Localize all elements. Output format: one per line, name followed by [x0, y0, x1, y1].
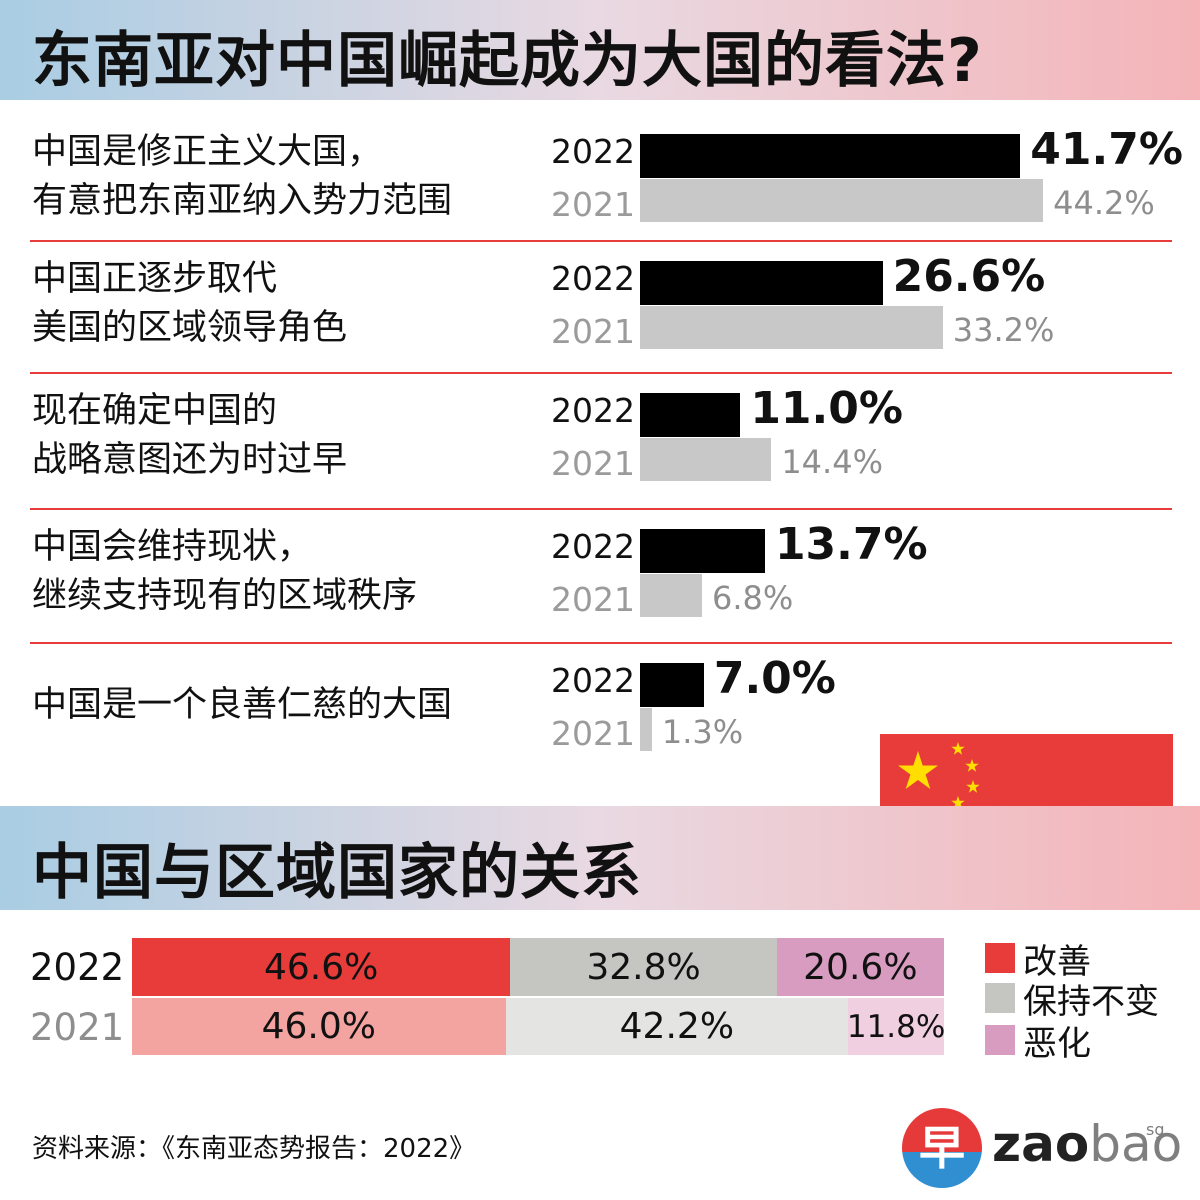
title-banner: 东南亚对中国崛起成为大国的看法?	[0, 0, 1200, 100]
value-label-2022: 41.7%	[1030, 124, 1183, 175]
legend-swatch	[985, 983, 1015, 1013]
value-label-2022: 11.0%	[750, 383, 903, 434]
value-label-2021: 14.4%	[781, 443, 883, 481]
question-line: 继续支持现有的区域秩序	[32, 576, 418, 616]
question-line: 美国的区域领导角色	[32, 308, 348, 348]
bar-2022	[640, 261, 883, 305]
zaobao-logo-icon: 早	[902, 1108, 982, 1188]
logo-sg: sg	[1146, 1120, 1165, 1139]
chart-title: 东南亚对中国崛起成为大国的看法?	[32, 26, 983, 96]
logo-zao: zao	[992, 1115, 1090, 1173]
source-note: 资料来源：《东南亚态势报告：2022》	[32, 1134, 476, 1164]
question-line: 中国会维持现状，	[32, 527, 313, 567]
row-separator	[30, 642, 1172, 644]
stack-segment-unchanged: 32.8%	[510, 938, 777, 996]
bar-2021	[640, 179, 1044, 222]
question-line: 现在确定中国的	[32, 391, 278, 431]
bar-2021	[640, 708, 652, 751]
bar-2022	[640, 663, 704, 707]
year-label-2022: 2022	[551, 132, 635, 171]
question-line: 中国正逐步取代	[32, 259, 278, 299]
row-separator	[30, 240, 1172, 242]
value-label-2022: 13.7%	[774, 519, 928, 570]
stack-segment-improve: 46.0%	[132, 998, 506, 1055]
stack-segment-unchanged: 42.2%	[505, 998, 849, 1055]
question-line: 中国是一个良善仁慈的大国	[32, 685, 453, 725]
stack-segment-worsen: 20.6%	[776, 938, 944, 996]
value-label-2022: 7.0%	[713, 653, 836, 704]
legend-label: 改善	[1023, 941, 1091, 982]
question-label: 中国是修正主义大国， 有意把东南亚纳入势力范围	[32, 128, 532, 226]
bar-2021	[640, 306, 943, 349]
value-label-2022: 26.6%	[892, 251, 1046, 302]
value-label-2021: 44.2%	[1053, 184, 1155, 222]
bar-2022	[640, 529, 765, 573]
legend-item: 恶化	[985, 1020, 1091, 1064]
value-label-2021: 6.8%	[712, 579, 794, 617]
value-label-2021: 33.2%	[952, 311, 1055, 349]
year-label-2022: 2022	[551, 661, 635, 700]
zaobao-wordmark: zaobao	[992, 1116, 1182, 1172]
bar-2022	[640, 134, 1021, 178]
year-label-2021: 2021	[551, 580, 635, 619]
relation-year-label: 2021	[30, 1006, 125, 1049]
year-label-2021: 2021	[551, 714, 635, 753]
year-label-2021: 2021	[551, 444, 635, 483]
stack-segment-improve: 46.6%	[132, 938, 511, 996]
legend-swatch	[985, 1025, 1015, 1055]
year-label-2021: 2021	[551, 185, 635, 224]
bar-2021	[640, 438, 772, 481]
legend-item: 改善	[985, 938, 1091, 982]
year-label-2021: 2021	[551, 312, 635, 351]
china-flag-stars-icon	[898, 742, 980, 809]
question-label: 中国会维持现状， 继续支持现有的区域秩序	[32, 523, 532, 621]
year-label-2022: 2022	[551, 391, 635, 430]
bar-2021	[640, 574, 703, 617]
question-label: 中国是一个良善仁慈的大国	[32, 681, 532, 730]
legend-label: 恶化	[1023, 1023, 1091, 1064]
logo-bao: bao	[1089, 1115, 1183, 1173]
value-label-2021: 1.3%	[661, 713, 744, 751]
subtitle-banner: 中国与区域国家的关系	[0, 806, 1200, 910]
row-separator	[30, 508, 1172, 510]
relation-year-label: 2022	[30, 946, 125, 989]
bar-2022	[640, 393, 741, 437]
legend-swatch	[985, 943, 1015, 973]
question-line: 中国是修正主义大国，	[32, 132, 383, 172]
legend-label: 保持不变	[1023, 981, 1159, 1022]
chart-subtitle: 中国与区域国家的关系	[32, 838, 642, 908]
question-line: 战略意图还为时过早	[32, 440, 348, 480]
year-label-2022: 2022	[551, 527, 635, 566]
question-line: 有意把东南亚纳入势力范围	[32, 181, 453, 221]
logo-glyph: 早	[919, 1121, 965, 1175]
question-label: 中国正逐步取代美国的区域领导角色	[32, 255, 532, 353]
year-label-2022: 2022	[551, 259, 635, 298]
question-label: 现在确定中国的战略意图还为时过早	[32, 387, 532, 485]
stack-segment-worsen: 11.8%	[848, 998, 944, 1055]
legend-item: 保持不变	[985, 978, 1159, 1022]
row-separator	[30, 372, 1172, 374]
